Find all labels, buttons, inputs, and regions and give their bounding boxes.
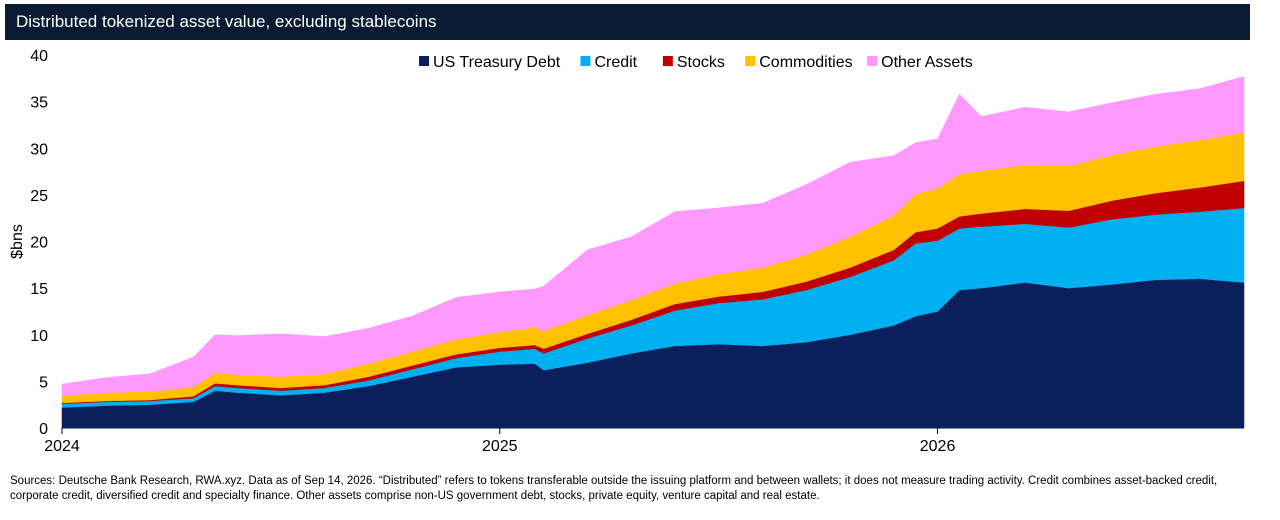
chart-series-group [61,76,1245,429]
legend-label-0: US Treasury Debt [433,54,561,71]
x-tick-label: 2025 [482,438,518,455]
chart-title-bar: Distributed tokenized asset value, exclu… [5,4,1250,40]
y-tick-label: 5 [39,374,48,391]
y-tick-label: 10 [30,328,48,345]
x-tick-label: 2024 [44,438,80,455]
y-tick-label: 25 [30,188,48,205]
legend-label-4: Other Assets [881,54,973,71]
legend-label-3: Commodities [759,54,852,71]
legend-swatch-1 [580,56,591,66]
legend-swatch-3 [745,56,756,66]
y-tick-label: 15 [30,281,48,298]
y-tick-label: 20 [30,235,48,252]
legend-swatch-0 [419,56,430,66]
chart-legend: US Treasury Debt Credit Stocks Commodities O… [419,54,973,71]
legend-swatch-2 [662,56,673,66]
chart-title: Distributed tokenized asset value, exclu… [16,12,437,31]
y-axis-label: $bns [9,224,26,259]
x-tick-label: 2026 [920,438,956,455]
legend-label-2: Stocks [677,54,725,71]
y-tick-label: 35 [30,95,48,112]
sources-note: Sources: Deutsche Bank Research, RWA.xyz… [10,475,1218,502]
legend-label-1: Credit [594,54,637,71]
y-tick-label: 40 [30,48,48,65]
y-tick-label: 30 [30,141,48,158]
area-series-4 [61,76,1245,396]
legend-swatch-4 [867,56,878,66]
y-tick-label: 0 [39,421,48,438]
